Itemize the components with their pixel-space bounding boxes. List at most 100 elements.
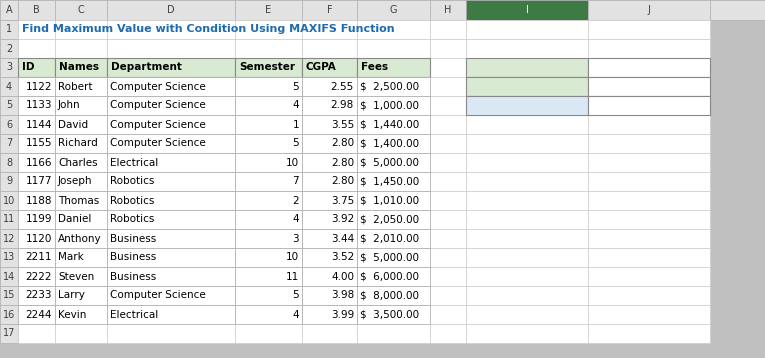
Bar — [302, 58, 357, 77]
Bar — [235, 324, 302, 343]
Bar — [235, 77, 302, 96]
Bar — [588, 134, 710, 153]
Bar — [55, 96, 107, 115]
Bar — [357, 58, 430, 77]
Text: Business: Business — [110, 252, 156, 262]
Text: 10: 10 — [3, 195, 15, 205]
Bar — [302, 229, 357, 248]
Bar — [357, 248, 430, 267]
Bar — [357, 305, 430, 324]
Text: $  3,500.00: $ 3,500.00 — [360, 310, 419, 319]
Bar — [107, 191, 235, 210]
Bar — [107, 58, 235, 77]
Text: Mark: Mark — [58, 252, 83, 262]
Text: 10: 10 — [286, 252, 299, 262]
Text: Computer Science: Computer Science — [110, 139, 206, 149]
Text: I: I — [526, 5, 529, 15]
Bar — [18, 96, 55, 115]
Bar — [107, 134, 235, 153]
Text: 13: 13 — [3, 252, 15, 262]
Bar — [55, 286, 107, 305]
Bar — [0, 248, 18, 267]
Text: 3.44: 3.44 — [330, 233, 354, 243]
Bar — [107, 20, 235, 39]
Bar — [18, 134, 55, 153]
Text: Computer Science: Computer Science — [110, 101, 206, 111]
Bar — [235, 96, 302, 115]
Bar — [466, 39, 588, 58]
Text: 2233: 2233 — [25, 290, 52, 300]
Bar — [0, 153, 18, 172]
Bar — [107, 248, 235, 267]
Bar — [55, 172, 107, 191]
Bar — [107, 96, 235, 115]
Bar — [0, 191, 18, 210]
Bar — [430, 115, 466, 134]
Bar — [466, 0, 588, 20]
Bar — [55, 77, 107, 96]
Bar — [710, 0, 765, 20]
Bar — [55, 248, 107, 267]
Bar — [18, 305, 55, 324]
Bar — [302, 210, 357, 229]
Bar — [0, 286, 18, 305]
Text: Robert: Robert — [58, 82, 93, 92]
Bar — [588, 191, 710, 210]
Bar — [0, 115, 18, 134]
Bar — [107, 39, 235, 58]
Bar — [0, 267, 18, 286]
Text: $  2,500.00: $ 2,500.00 — [360, 82, 419, 92]
Text: Robotics: Robotics — [110, 176, 155, 187]
Bar — [430, 324, 466, 343]
Bar — [302, 267, 357, 286]
Bar — [235, 229, 302, 248]
Bar — [357, 115, 430, 134]
Bar — [357, 96, 430, 115]
Bar — [235, 248, 302, 267]
Bar — [588, 153, 710, 172]
Text: 3: 3 — [292, 233, 299, 243]
Text: 3.99: 3.99 — [330, 310, 354, 319]
Text: 4: 4 — [292, 214, 299, 224]
Bar — [357, 115, 430, 134]
Text: $  2,050.00: $ 2,050.00 — [360, 214, 419, 224]
Bar — [107, 324, 235, 343]
Bar — [588, 77, 710, 96]
Bar — [302, 305, 357, 324]
Bar — [302, 134, 357, 153]
Bar — [302, 248, 357, 267]
Text: Electrical: Electrical — [110, 310, 158, 319]
Bar — [107, 172, 235, 191]
Text: Department: Department — [111, 63, 182, 73]
Bar — [588, 286, 710, 305]
Bar — [235, 134, 302, 153]
Bar — [357, 305, 430, 324]
Text: 15: 15 — [3, 290, 15, 300]
Text: 7: 7 — [6, 139, 12, 149]
Bar — [55, 191, 107, 210]
Bar — [430, 248, 466, 267]
Text: 10: 10 — [286, 158, 299, 168]
Bar — [107, 248, 235, 267]
Text: Computer Science: Computer Science — [110, 82, 206, 92]
Bar — [0, 96, 18, 115]
Text: 9: 9 — [6, 176, 12, 187]
Bar — [466, 191, 588, 210]
Text: 1166: 1166 — [25, 158, 52, 168]
Bar — [357, 210, 430, 229]
Bar — [107, 267, 235, 286]
Bar — [466, 77, 588, 96]
Bar — [588, 248, 710, 267]
Text: Charles: Charles — [58, 158, 98, 168]
Bar — [18, 115, 55, 134]
Text: 2.80: 2.80 — [331, 176, 354, 187]
Bar — [55, 324, 107, 343]
Text: 1188: 1188 — [25, 195, 52, 205]
Bar — [235, 172, 302, 191]
Bar — [18, 210, 55, 229]
Text: 2: 2 — [292, 195, 299, 205]
Bar — [107, 210, 235, 229]
Bar — [430, 153, 466, 172]
Bar — [302, 172, 357, 191]
Bar — [235, 39, 302, 58]
